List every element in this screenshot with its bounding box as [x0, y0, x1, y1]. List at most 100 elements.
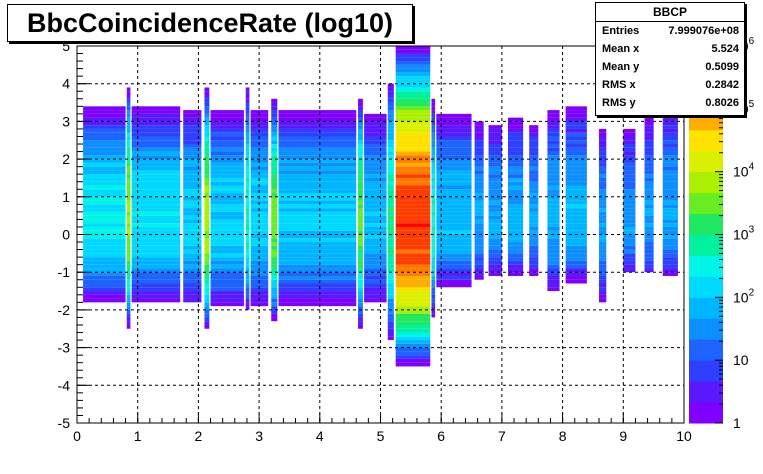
heatmap-cell — [83, 257, 126, 261]
heatmap-cell — [395, 257, 431, 261]
heatmap-cell — [488, 128, 502, 133]
heatmap-cell — [245, 215, 250, 220]
heatmap-cell — [436, 253, 472, 258]
heatmap-cell — [183, 298, 202, 303]
heatmap-cell — [431, 102, 436, 107]
heatmap-cell — [271, 208, 278, 212]
heatmap-cell — [131, 181, 181, 186]
heatmap-cell — [395, 151, 431, 156]
y-tick-label: -3 — [58, 340, 71, 356]
heatmap-cell — [210, 245, 244, 250]
heatmap-cell — [358, 151, 363, 156]
heatmap-cell — [271, 121, 278, 126]
y-tick-label: 0 — [62, 227, 70, 243]
heatmap-cell — [644, 245, 654, 250]
heatmap-cell — [278, 162, 357, 167]
heatmap-cell — [395, 268, 431, 273]
heatmap-cell — [431, 268, 436, 273]
heatmap-cell — [507, 136, 524, 141]
heatmap-cell — [431, 275, 436, 280]
heatmap-cell — [547, 185, 560, 190]
heatmap-cell — [599, 249, 607, 254]
heatmap-cell — [565, 204, 587, 209]
heatmap-cell — [387, 87, 394, 92]
heatmap-cell — [83, 166, 126, 171]
heatmap-cell — [644, 155, 654, 160]
heatmap-cell — [623, 260, 636, 265]
heatmap-cell — [183, 155, 202, 160]
heatmap-cell — [644, 166, 654, 171]
heatmap-cell — [507, 264, 524, 269]
heatmap-cell — [245, 102, 250, 107]
heatmap-cell — [271, 242, 278, 246]
heatmap-cell — [644, 204, 654, 209]
heatmap-cell — [278, 291, 357, 295]
heatmap-cell — [83, 159, 126, 163]
heatmap-cell — [507, 208, 524, 212]
heatmap-cell — [547, 253, 560, 258]
heatmap-cell — [644, 177, 654, 182]
heatmap-cell — [507, 234, 524, 239]
heatmap-cell — [245, 189, 250, 194]
heatmap-cell — [204, 110, 210, 114]
heatmap-cell — [278, 110, 357, 114]
heatmap-cell — [395, 294, 431, 299]
heatmap-cell — [131, 151, 181, 156]
heatmap-cell — [126, 128, 131, 133]
heatmap-cell — [662, 230, 678, 235]
heatmap-cell — [547, 264, 560, 269]
heatmap-cell — [488, 166, 502, 171]
heatmap-cell — [431, 306, 436, 310]
heatmap-cell — [507, 170, 524, 175]
heatmap-cell — [644, 242, 654, 246]
heatmap-cell — [245, 196, 250, 201]
heatmap-cell — [278, 159, 357, 163]
heatmap-cell — [623, 230, 636, 235]
heatmap-cell — [83, 226, 126, 231]
heatmap-cell — [358, 211, 363, 216]
heatmap-cell — [436, 223, 472, 227]
heatmap-cell — [488, 253, 502, 258]
heatmap-cell — [271, 275, 278, 280]
heatmap-cell — [644, 174, 654, 178]
heatmap-cell — [474, 223, 484, 227]
heatmap-cell — [644, 268, 654, 273]
heatmap-cell — [547, 260, 560, 265]
heatmap-cell — [488, 264, 502, 269]
heatmap-cell — [488, 238, 502, 243]
heatmap-cell — [210, 140, 244, 145]
heatmap-cell — [183, 166, 202, 171]
heatmap-cell — [387, 238, 394, 243]
heatmap-cell — [507, 155, 524, 160]
palette-color-band — [689, 129, 723, 152]
heatmap-cell — [131, 136, 181, 141]
heatmap-cell — [126, 110, 131, 114]
heatmap-cell — [662, 268, 678, 273]
palette-color-band — [689, 171, 723, 194]
heatmap-cell — [474, 170, 484, 175]
heatmap-cell — [131, 242, 181, 246]
heatmap-cell — [271, 257, 278, 261]
x-tick-label: 10 — [676, 428, 692, 444]
heatmap-cell — [271, 147, 278, 152]
heatmap-cell — [436, 155, 472, 160]
heatmap-cell — [565, 132, 587, 137]
heatmap-cell — [436, 219, 472, 224]
heatmap-cell — [474, 121, 484, 126]
heatmap-cell — [126, 257, 131, 261]
heatmap-cell — [183, 234, 202, 239]
heatmap-cell — [364, 230, 387, 235]
heatmap-cell — [271, 98, 278, 103]
heatmap-cell — [126, 291, 131, 295]
heatmap-cell — [623, 189, 636, 194]
heatmap-cell — [183, 196, 202, 201]
heatmap-cell — [431, 128, 436, 133]
heatmap-cell — [387, 193, 394, 197]
heatmap-cell — [662, 200, 678, 205]
heatmap-cell — [358, 102, 363, 107]
heatmap-cell — [488, 242, 502, 246]
heatmap-cell — [529, 166, 539, 171]
heatmap-cell — [387, 147, 394, 152]
heatmap-cell — [547, 166, 560, 171]
heatmap-cell — [565, 245, 587, 250]
